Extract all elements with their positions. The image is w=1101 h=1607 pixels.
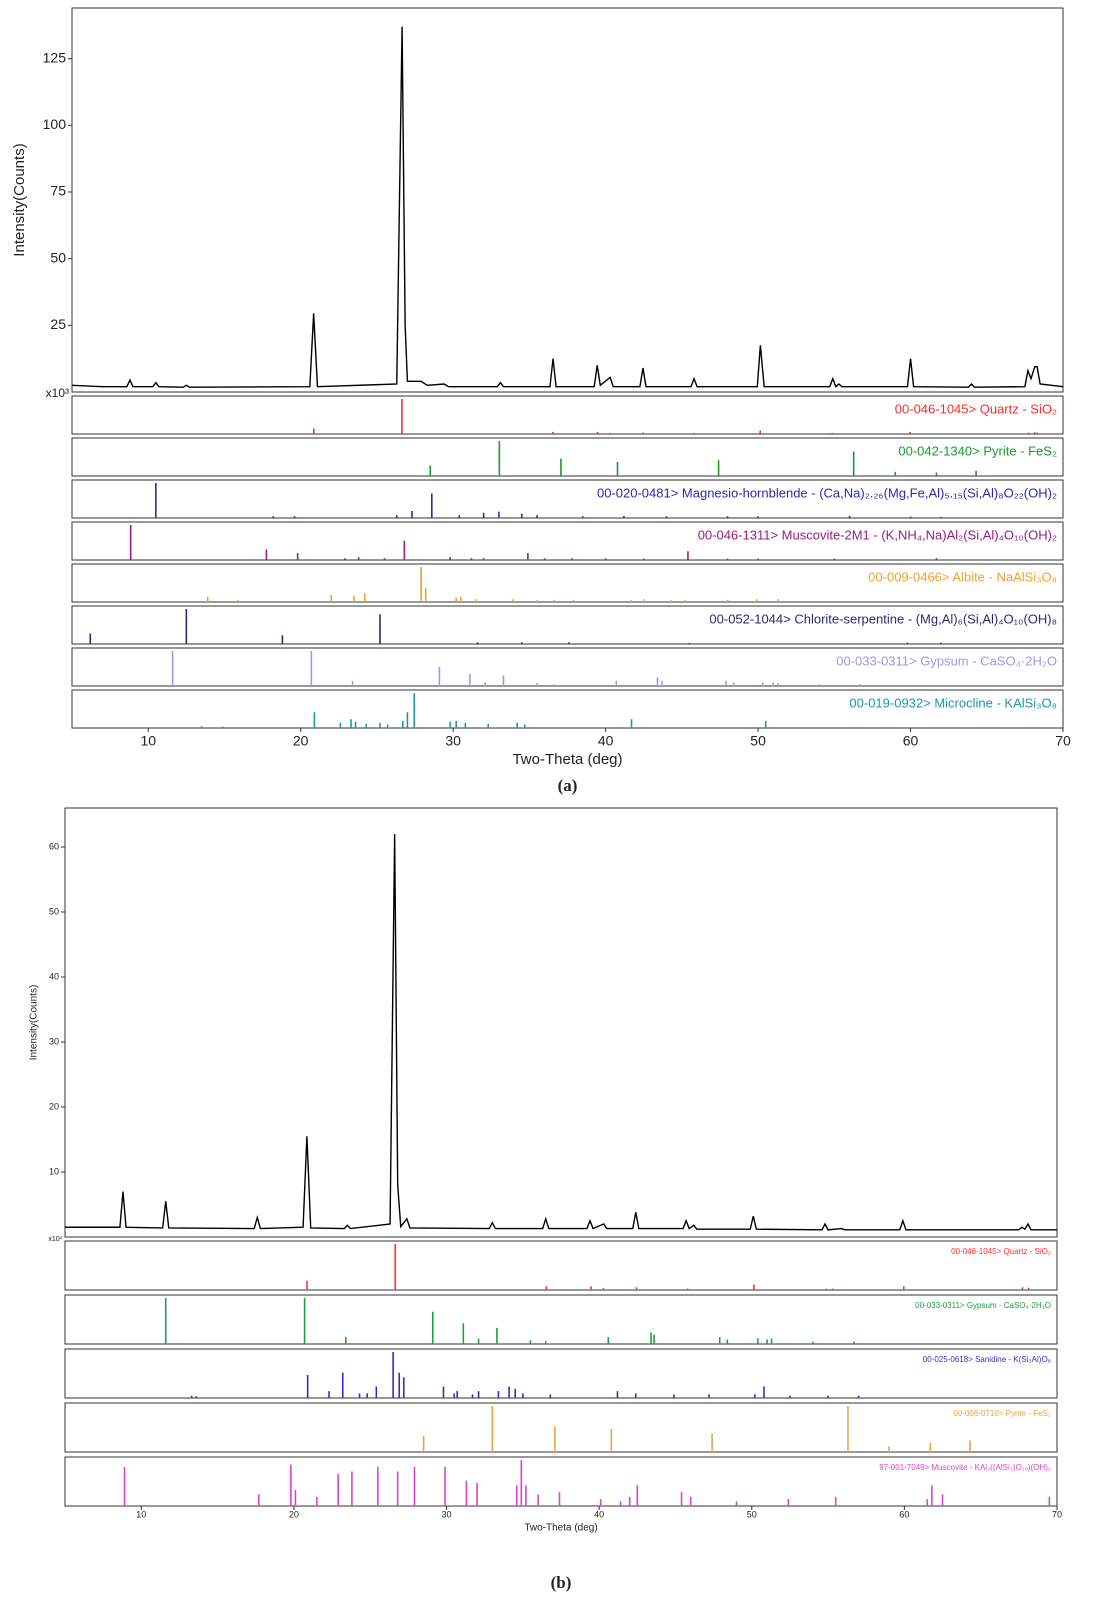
reference-panel — [71, 437, 1064, 477]
panel-caption: (b) — [551, 1573, 572, 1592]
x-axis-title: Two-Theta (deg) — [524, 1523, 597, 1534]
x-tick-label: 60 — [899, 1509, 909, 1519]
reference-panel — [64, 1402, 1058, 1453]
reference-label: 00-020-0481> Magnesio-hornblende - (Ca,N… — [597, 485, 1057, 500]
reference-panel — [71, 479, 1064, 519]
y-tick-label: 75 — [50, 183, 66, 199]
reference-panel — [71, 647, 1064, 687]
reference-panel — [71, 563, 1064, 603]
x-tick-label: 40 — [598, 733, 614, 749]
reference-label: 00-042-1340> Pyrite - FeS₂ — [898, 443, 1057, 458]
diffraction-pattern — [65, 833, 1057, 1231]
reference-panel — [71, 521, 1064, 561]
diffraction-pattern — [71, 26, 1064, 388]
y-tick-label: 30 — [49, 1036, 59, 1046]
reference-panel — [64, 1348, 1058, 1399]
x-tick-label: 20 — [293, 733, 309, 749]
reference-panel — [64, 1240, 1058, 1291]
y-tick-label: 20 — [49, 1101, 59, 1111]
reference-label: 00-046-1045> Quartz - SiO₂ — [895, 401, 1057, 416]
reference-panel — [71, 395, 1064, 435]
plot-frame — [71, 7, 1064, 393]
reference-label: 00-046-1311> Muscovite-2M1 - (K,NH₄,Na)A… — [698, 527, 1057, 542]
x-tick-label: 10 — [140, 733, 156, 749]
x-tick-label: 10 — [136, 1509, 146, 1519]
reference-label: 00-052-1044> Chlorite-serpentine - (Mg,A… — [709, 611, 1057, 626]
reference-panel — [64, 1294, 1058, 1345]
x-tick-label: 50 — [747, 1509, 757, 1519]
x-tick-label: 70 — [1052, 1509, 1062, 1519]
reference-label: 00-009-0466> Albite - NaAlSi₃O₈ — [868, 569, 1057, 584]
reference-label: 00-025-0618> Sanidine - K(Si₃Al)O₈ — [923, 1355, 1051, 1364]
reference-label: 00-006-0710> Pyrite - FeS₂ — [953, 1409, 1051, 1418]
x-axis-title: Two-Theta (deg) — [512, 751, 622, 768]
x-tick-label: 70 — [1055, 733, 1071, 749]
reference-label: 00-033-0311> Gypsum - CaSO₄·2H₂O — [836, 653, 1057, 668]
y-tick-label: 100 — [43, 116, 67, 132]
x-tick-label: 30 — [442, 1509, 452, 1519]
reference-label: 00-033-0311> Gypsum - CaSO₄·2H₂O — [915, 1301, 1051, 1310]
y-axis-title: Intensity(Counts) — [11, 143, 28, 256]
y-axis-title: Intensity(Counts) — [29, 985, 40, 1061]
reference-label: 00-046-1045> Quartz - SiO₂ — [951, 1247, 1051, 1256]
reference-label: 00-019-0932> Microcline - KAlSi₃O₈ — [849, 695, 1057, 710]
y-tick-label: 10 — [49, 1166, 59, 1176]
reference-panel — [71, 689, 1064, 729]
reference-panel — [64, 1456, 1058, 1507]
y-multiplier: x10³ — [46, 386, 69, 400]
x-tick-label: 50 — [750, 733, 766, 749]
plot-frame — [64, 807, 1058, 1238]
y-tick-label: 25 — [50, 316, 66, 332]
y-multiplier: x10³ — [48, 1236, 62, 1243]
y-tick-label: 40 — [49, 971, 59, 981]
x-tick-label: 40 — [594, 1509, 604, 1519]
reference-panel — [71, 605, 1064, 645]
reference-label: 97-001-7049> Muscovite - KAl₂((AlSi₃)O₁₀… — [879, 1463, 1051, 1472]
y-tick-label: 50 — [49, 906, 59, 916]
y-tick-label: 125 — [43, 49, 67, 65]
x-tick-label: 60 — [903, 733, 919, 749]
panel-caption: (a) — [558, 776, 578, 795]
x-tick-label: 30 — [445, 733, 461, 749]
y-tick-label: 60 — [49, 841, 59, 851]
x-tick-label: 20 — [289, 1509, 299, 1519]
y-tick-label: 50 — [50, 249, 66, 265]
